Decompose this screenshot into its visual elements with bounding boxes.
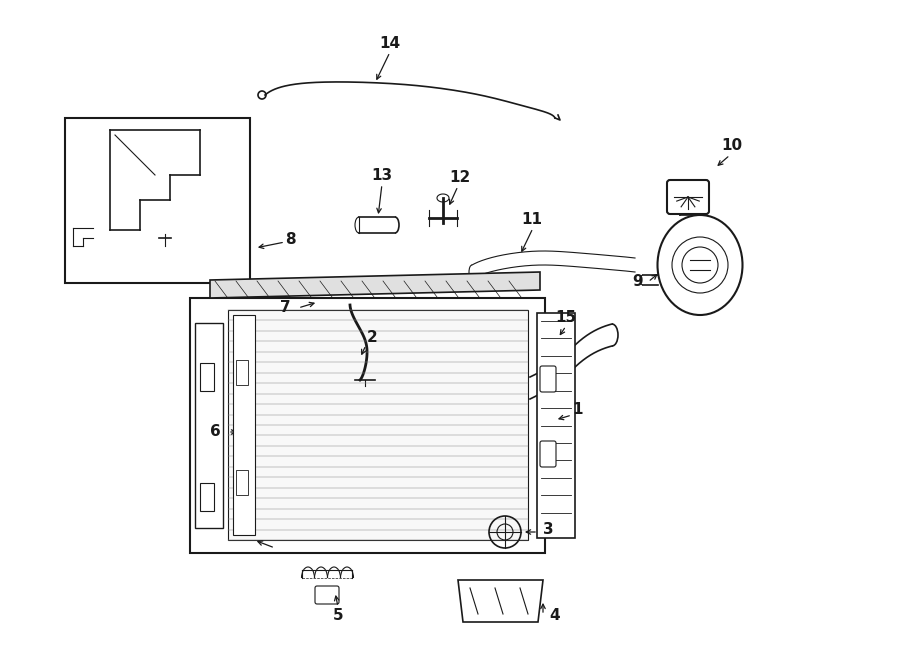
Bar (236, 360, 248, 385)
Text: 15: 15 (555, 311, 577, 325)
Text: 10: 10 (722, 137, 742, 153)
Bar (537, 313, 575, 538)
Text: 8: 8 (284, 233, 295, 247)
FancyBboxPatch shape (667, 180, 709, 214)
Bar (195, 323, 223, 528)
Text: 9: 9 (633, 274, 643, 290)
Text: 2: 2 (366, 330, 377, 346)
Text: 5: 5 (333, 607, 343, 623)
Bar (65, 118, 250, 283)
Bar (200, 483, 214, 511)
Text: 11: 11 (521, 212, 543, 227)
Text: 12: 12 (449, 171, 471, 186)
Text: 1: 1 (572, 403, 583, 418)
Bar (236, 470, 248, 495)
Text: 7: 7 (280, 301, 291, 315)
Ellipse shape (658, 215, 742, 315)
Text: 6: 6 (210, 424, 220, 440)
Bar (233, 315, 255, 535)
Text: 13: 13 (372, 167, 392, 182)
Text: 14: 14 (380, 36, 400, 52)
Text: 4: 4 (550, 607, 561, 623)
Bar (200, 363, 214, 391)
FancyBboxPatch shape (540, 441, 556, 467)
FancyBboxPatch shape (315, 586, 339, 604)
Bar (190, 298, 545, 553)
Polygon shape (210, 272, 540, 298)
Bar (228, 310, 528, 540)
FancyBboxPatch shape (540, 366, 556, 392)
Text: 3: 3 (543, 522, 553, 537)
